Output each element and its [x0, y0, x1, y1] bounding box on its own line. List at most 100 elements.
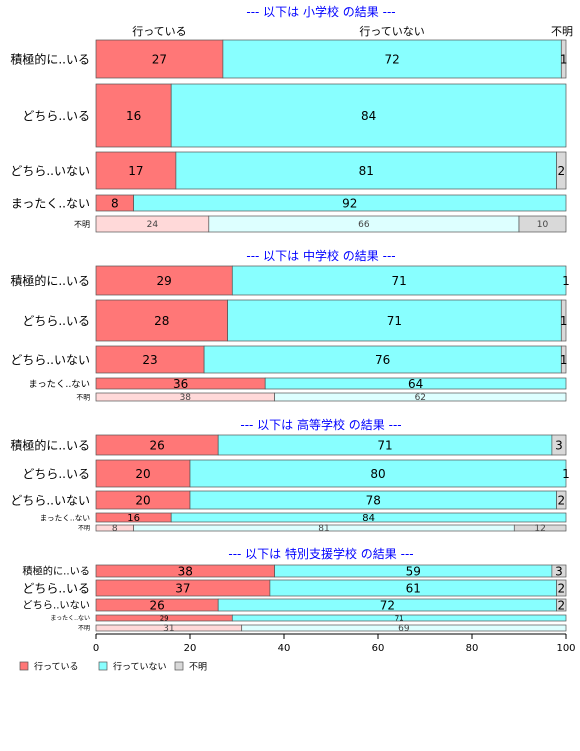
category-label: どちら..いる: [22, 581, 90, 595]
category-label: どちら..いない: [10, 353, 90, 367]
bar-segment-unknown: [518, 215, 567, 233]
x-tick-label: 20: [184, 643, 197, 654]
bar-segment-no: [231, 265, 567, 296]
bar-segment-no: [231, 614, 567, 622]
value-label-no: 71: [387, 314, 402, 328]
value-label-unknown: 3: [555, 564, 563, 578]
value-label-yes: 29: [160, 615, 169, 623]
bar-segment-unknown: [556, 490, 567, 510]
value-label-yes: 26: [149, 598, 164, 612]
value-label-no: 84: [362, 513, 375, 524]
legend-label: 行っている: [34, 661, 79, 673]
category-label: 積極的に..いる: [10, 273, 90, 288]
category-label: どちら..いない: [10, 164, 90, 178]
bar-segment-yes: [95, 265, 233, 296]
legend-swatch: [174, 661, 184, 671]
bar-segment-unknown: [560, 299, 567, 342]
value-label-unknown: 3: [555, 438, 563, 452]
column-header: 不明: [551, 25, 573, 38]
value-label-no: 64: [408, 377, 423, 391]
bar-segment-unknown: [556, 151, 567, 190]
value-label-unknown: 12: [534, 524, 545, 534]
x-tick-label: 80: [466, 643, 479, 654]
value-label-no: 62: [415, 393, 426, 403]
panel-title: --- 以下は 中学校 の結果 ---: [246, 248, 395, 263]
value-label-unknown: 2: [557, 598, 565, 612]
category-label: まったく..ない: [28, 379, 90, 390]
bar-segment-no: [133, 194, 567, 212]
category-label: 積極的に..いる: [10, 51, 90, 66]
bar-segment-yes: [95, 151, 177, 190]
bar-segment-no: [222, 39, 562, 79]
value-label-unknown: 2: [557, 164, 565, 178]
value-label-yes: 38: [180, 393, 192, 403]
category-label: まったく..ない: [40, 513, 91, 522]
value-label-yes: 27: [152, 52, 167, 66]
column-header: 行っていない: [359, 25, 424, 38]
value-label-no: 66: [358, 220, 370, 230]
value-label-no: 72: [380, 598, 395, 612]
value-label-unknown: 2: [557, 581, 565, 595]
bar-segment-no: [175, 151, 557, 190]
value-label-no: 69: [398, 624, 410, 634]
value-label-unknown: 1: [560, 353, 568, 367]
x-tick-label: 40: [278, 643, 291, 654]
bar-segment-yes: [95, 345, 205, 374]
x-tick-label: 0: [93, 643, 99, 654]
value-label-unknown: 1: [562, 467, 570, 481]
bar-segment-unknown: [556, 579, 567, 597]
value-label-no: 61: [406, 581, 421, 595]
category-label: 積極的に..いる: [22, 565, 90, 578]
value-label-yes: 20: [135, 493, 150, 507]
value-label-yes: 23: [142, 353, 157, 367]
bar-segment-no: [227, 299, 562, 342]
bar-segment-unknown: [560, 345, 567, 374]
value-label-no: 80: [370, 467, 385, 481]
category-label: どちら..いない: [22, 600, 90, 612]
value-label-no: 71: [392, 274, 407, 288]
category-label: 不明: [78, 625, 90, 632]
bar-segment-yes: [95, 39, 224, 79]
value-label-yes: 16: [127, 513, 140, 524]
value-label-no: 78: [366, 493, 381, 507]
value-label-no: 71: [377, 438, 392, 452]
value-label-unknown: 1: [562, 274, 570, 288]
bar-segment-unknown: [556, 598, 567, 612]
legend-swatch: [19, 661, 29, 671]
category-label: 不明: [76, 393, 90, 401]
value-label-yes: 8: [112, 524, 118, 534]
bar-segment-unknown: [560, 39, 567, 79]
bar-segment-yes: [95, 459, 191, 488]
value-label-yes: 37: [175, 581, 190, 595]
panel-title: --- 以下は 小学校 の結果 ---: [246, 4, 395, 19]
bar-segment-no: [264, 377, 567, 390]
category-label: 不明: [74, 220, 90, 229]
category-label: どちら..いる: [22, 109, 90, 123]
value-label-yes: 38: [178, 564, 193, 578]
bar-segment-no: [274, 392, 567, 402]
value-label-no: 59: [406, 564, 421, 578]
bar-segment-no: [203, 345, 562, 374]
category-label: どちら..いる: [22, 314, 90, 328]
category-label: どちら..いる: [22, 467, 90, 481]
value-label-unknown: 2: [557, 493, 565, 507]
legend-label: 行っていない: [113, 661, 167, 673]
x-tick-label: 100: [556, 643, 575, 654]
value-label-no: 71: [395, 615, 404, 623]
category-label: まったく..ない: [50, 615, 90, 622]
bar-segment-no: [241, 624, 567, 632]
category-label: 積極的に..いる: [10, 437, 90, 452]
value-label-yes: 26: [149, 438, 164, 452]
category-label: どちら..いない: [10, 493, 90, 507]
bar-segment-unknown: [513, 524, 567, 532]
legend-swatch: [98, 661, 108, 671]
bar-segment-unknown: [551, 434, 567, 456]
value-label-no: 76: [375, 353, 390, 367]
value-label-yes: 28: [154, 314, 169, 328]
column-header: 行っている: [132, 25, 186, 38]
value-label-no: 81: [359, 164, 374, 178]
value-label-yes: 29: [157, 274, 172, 288]
value-label-yes: 16: [126, 109, 141, 123]
panel-title: --- 以下は 特別支援学校 の結果 ---: [228, 546, 413, 561]
